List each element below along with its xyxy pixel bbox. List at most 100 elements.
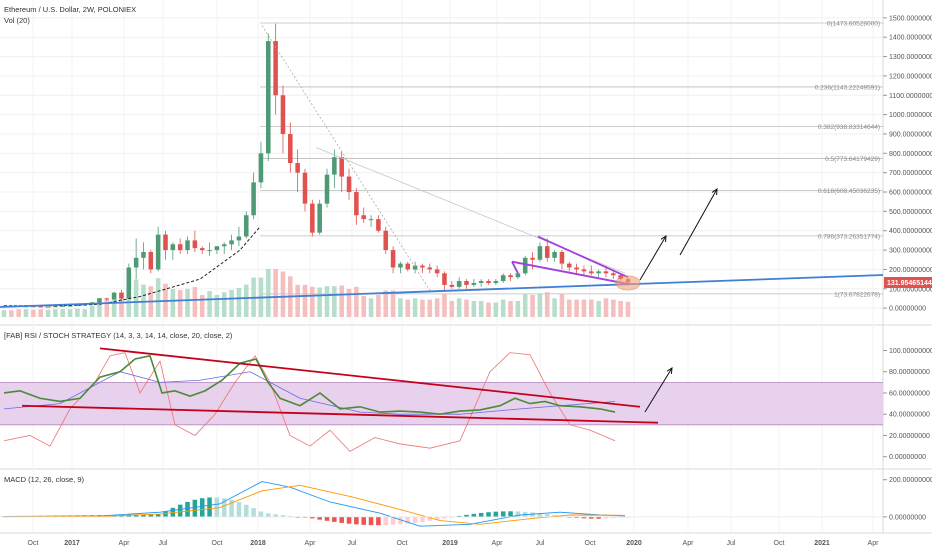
time-axis: Oct 2017 Apr Jul Oct 2018 Apr Jul Oct 2019 Apr Jul O… — [28, 540, 880, 547]
candle-body — [552, 252, 557, 258]
price-tick-label: 1100.00000000 — [889, 93, 932, 100]
volume-bar — [23, 309, 29, 317]
candle-body — [163, 234, 168, 251]
arrow-up-1-head — [660, 235, 667, 243]
candle-body — [471, 282, 477, 285]
volume-bar — [618, 300, 623, 317]
candle-body — [508, 275, 513, 278]
rsi-tick-label: 40.00000000 — [889, 412, 930, 419]
candle-body — [574, 267, 579, 270]
macd-histogram-bar — [288, 516, 293, 517]
volume-bar — [339, 285, 344, 317]
candle-body — [236, 236, 242, 241]
fib-label: 0.786(373.26351774) — [818, 233, 880, 240]
price-tick-label: 0.00000000 — [889, 306, 926, 313]
candle-body — [368, 219, 374, 221]
candle-body — [273, 41, 278, 96]
macd-bars — [0, 481, 883, 527]
candle-body — [280, 95, 286, 134]
rsi-tick-label: 100.00000000 — [889, 348, 932, 355]
price-tick-label: 400.00000000 — [889, 228, 932, 235]
macd-tick-label: 200.00000000 — [889, 477, 932, 484]
macd-histogram-bar — [266, 513, 271, 517]
volume-bar — [119, 292, 124, 317]
macd-histogram-bar — [412, 516, 418, 523]
volume-bar — [493, 302, 499, 317]
macd-histogram-bar — [515, 511, 521, 517]
macd-histogram-bar — [199, 498, 205, 517]
macd-histogram-bar — [133, 514, 139, 517]
rsi-tick-label: 60.00000000 — [889, 390, 930, 397]
volume-bar — [589, 299, 594, 317]
candle-body — [500, 275, 506, 282]
macd-histogram-bar — [471, 513, 477, 517]
fib-anchor-line — [261, 25, 431, 291]
volume-bar — [530, 294, 535, 317]
candle-body — [31, 306, 36, 308]
candle-body — [251, 182, 256, 216]
candle-body — [104, 298, 110, 300]
volume-bar — [442, 294, 447, 317]
macd-histogram-bar — [310, 516, 315, 519]
candle-body — [456, 281, 462, 287]
volume-bar — [75, 308, 80, 317]
volume-bar — [192, 287, 198, 317]
volume-bar — [449, 300, 455, 317]
macd-histogram-bar — [390, 516, 396, 525]
macd-histogram-bar — [243, 504, 249, 517]
candle-body — [155, 234, 161, 270]
price-tick-label: 800.00000000 — [889, 151, 932, 158]
rsi-lower-trendline — [21, 404, 659, 424]
candle-body — [486, 281, 491, 283]
volume-bar — [266, 269, 271, 317]
candle-body — [515, 273, 521, 278]
candle-body — [214, 246, 220, 251]
candle-body — [111, 292, 117, 300]
candle-body — [581, 269, 587, 272]
volume-bar — [522, 294, 528, 317]
time-tick-label: Apr — [119, 540, 131, 547]
volume-bar — [420, 299, 425, 317]
grid — [0, 0, 883, 533]
fib-label: 1(73.67822678) — [834, 291, 880, 298]
macd-histogram-bar — [236, 502, 242, 517]
volume-bar — [464, 299, 469, 317]
volume-bar — [398, 298, 403, 317]
macd-histogram-bar — [148, 514, 154, 517]
macd-histogram-bar — [405, 516, 411, 524]
price-tick-label: 300.00000000 — [889, 248, 932, 255]
macd-histogram-bar — [126, 514, 132, 517]
macd-histogram-bar — [464, 514, 469, 517]
macd-histogram-bar — [603, 516, 609, 519]
macd-histogram-bar — [530, 512, 535, 517]
time-tick-label: Apr — [305, 540, 317, 547]
macd-histogram-bar — [229, 499, 234, 517]
volume-bar — [515, 300, 521, 317]
time-tick-label: Oct — [774, 540, 785, 547]
arrow-up-rsi-head — [666, 367, 673, 375]
time-tick-label: Apr — [683, 540, 695, 547]
volume-bar — [625, 301, 631, 317]
macd-histogram-bar — [398, 516, 403, 525]
macd-histogram-bar — [221, 498, 227, 517]
volume-bar — [1, 310, 7, 317]
macd-histogram-bar — [383, 516, 389, 526]
time-tick-label: Apr — [868, 540, 880, 547]
price-badge-bg — [884, 277, 932, 288]
macd-histogram-bar — [177, 504, 183, 517]
time-tick-label: Jul — [727, 540, 736, 547]
candle-body — [295, 163, 300, 173]
volume-bar — [412, 298, 418, 317]
purple-wedge-lower — [511, 260, 629, 285]
price-tick-label: 200.00000000 — [889, 267, 932, 274]
volume-bar — [559, 294, 565, 317]
volume-bar — [82, 309, 88, 317]
candle-body — [60, 305, 66, 307]
fib-label: 0(1473.60528000) — [827, 20, 880, 27]
macd-histogram-bar — [258, 511, 264, 517]
candle-body — [38, 306, 43, 308]
time-tick-label: Oct — [397, 540, 408, 547]
volume-bar — [486, 302, 491, 317]
volume-bar — [566, 299, 572, 317]
